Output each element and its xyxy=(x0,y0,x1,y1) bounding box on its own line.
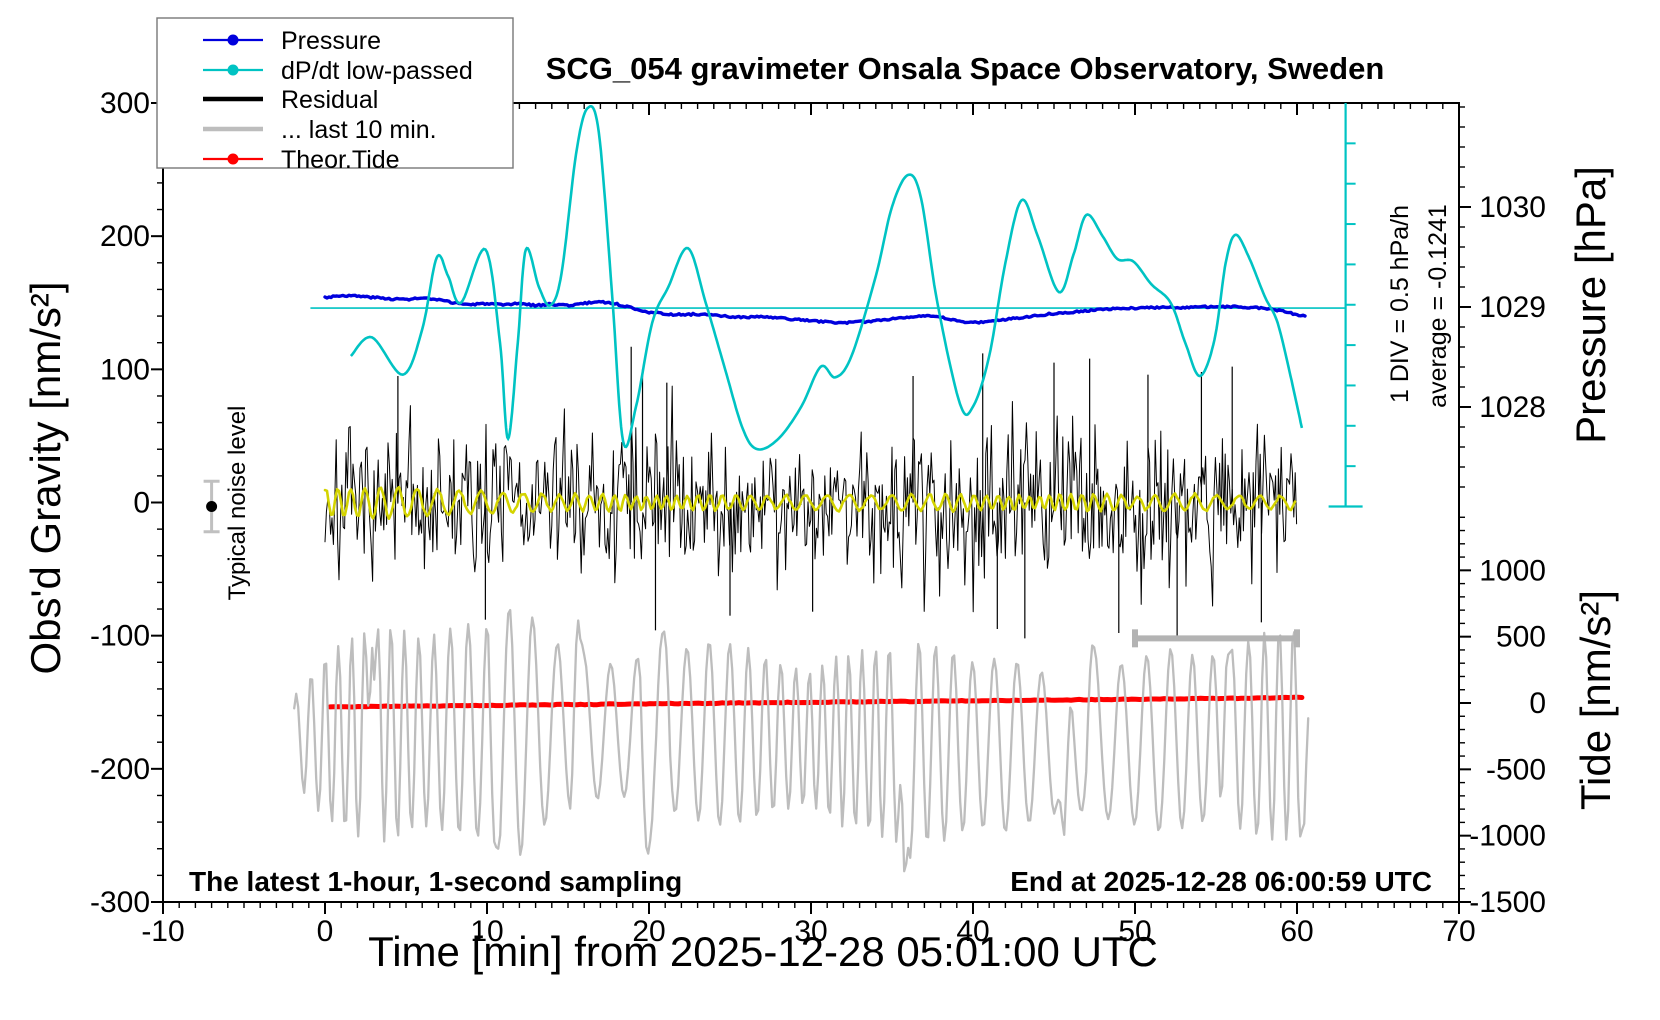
axes: -10 0 10 20 30 40 50 60 703002001000-100-200-300… xyxy=(90,87,1546,948)
legend-item-dpdt: dP/dt low-passed xyxy=(203,57,473,85)
gravity-tick-label: -200 xyxy=(90,753,150,786)
pressure-tick-label: 1030 xyxy=(1479,191,1546,224)
legend-item-pressure: Pressure xyxy=(203,27,381,55)
pressure-tick-label: 1029 xyxy=(1479,291,1546,324)
x-tick-label: 60 xyxy=(1280,915,1313,948)
x-tick-label: 40 xyxy=(956,915,989,948)
x-tick-label: 30 xyxy=(794,915,827,948)
y-axis-label-gravity: Obs'd Gravity [nm/s²] xyxy=(22,281,69,674)
gravity-tick-label: 100 xyxy=(100,353,150,386)
div-scale-annotation: 1 DIV = 0.5 hPa/h xyxy=(1386,205,1414,403)
tide-tick-label: -1000 xyxy=(1469,820,1546,853)
legend: Pressure dP/dt low-passed Residual ... l… xyxy=(156,17,514,174)
decorations xyxy=(203,103,1363,648)
residual-series xyxy=(324,385,1298,613)
average-annotation: average = -0.1241 xyxy=(1424,204,1452,408)
tide-tick-label: 1000 xyxy=(1479,554,1546,587)
chart-title: SCG_054 gravimeter Onsala Space Observat… xyxy=(546,51,1385,86)
pressure-tick-label: 1028 xyxy=(1479,391,1546,424)
y-axis-label-tide: Tide [nm/s²] xyxy=(1572,590,1619,810)
gravity-tick-label: 0 xyxy=(133,487,150,520)
x-tick-label: 10 xyxy=(470,915,503,948)
legend-label-dpdt: dP/dt low-passed xyxy=(281,57,473,85)
noise-level-annotation: Typical noise level xyxy=(224,406,251,601)
legend-label-theortide: Theor.Tide xyxy=(281,146,400,174)
tide-tick-label: 500 xyxy=(1496,621,1546,654)
dpdt-marker-icon xyxy=(227,64,239,76)
y-axis-label-pressure: Pressure [hPa] xyxy=(1567,166,1614,444)
legend-item-residual: Residual xyxy=(203,86,378,114)
theortide-marker-icon xyxy=(227,153,239,165)
legend-label-pressure: Pressure xyxy=(281,27,381,55)
x-tick-label: 0 xyxy=(317,915,334,948)
x-axis-label: Time [min] from 2025-12-28 05:01:00 UTC xyxy=(368,928,1158,975)
residual-lowpass-series xyxy=(323,485,1297,520)
tide-tick-label: 0 xyxy=(1529,687,1546,720)
legend-item-theortide: Theor.Tide xyxy=(203,146,400,174)
gravity-tick-label: -300 xyxy=(90,886,150,919)
end-time-annotation: End at 2025-12-28 06:00:59 UTC xyxy=(1010,866,1432,897)
x-tick-label: 70 xyxy=(1442,915,1475,948)
tide-tick-label: -1500 xyxy=(1469,886,1546,919)
last10min-series xyxy=(293,608,1310,873)
gravity-tick-label: -100 xyxy=(90,620,150,653)
pressure-marker-icon xyxy=(227,34,239,46)
theor-tide-series xyxy=(327,694,1305,710)
dpdt-series xyxy=(349,105,1304,451)
gravity-tick-label: 200 xyxy=(100,220,150,253)
x-tick-label: -10 xyxy=(141,915,184,948)
data-series xyxy=(293,105,1346,873)
legend-box xyxy=(156,17,514,169)
gravity-tick-label: 300 xyxy=(100,87,150,120)
sampling-annotation: The latest 1-hour, 1-second sampling xyxy=(189,866,682,897)
tide-tick-label: -500 xyxy=(1486,753,1546,786)
pressure-series xyxy=(323,293,1307,326)
x-tick-label: 50 xyxy=(1118,915,1151,948)
x-tick-label: 20 xyxy=(632,915,665,948)
noise-dot xyxy=(206,500,218,512)
legend-label-residual: Residual xyxy=(281,86,378,114)
legend-label-last10: ... last 10 min. xyxy=(281,116,437,144)
legend-item-last10: ... last 10 min. xyxy=(203,116,437,144)
